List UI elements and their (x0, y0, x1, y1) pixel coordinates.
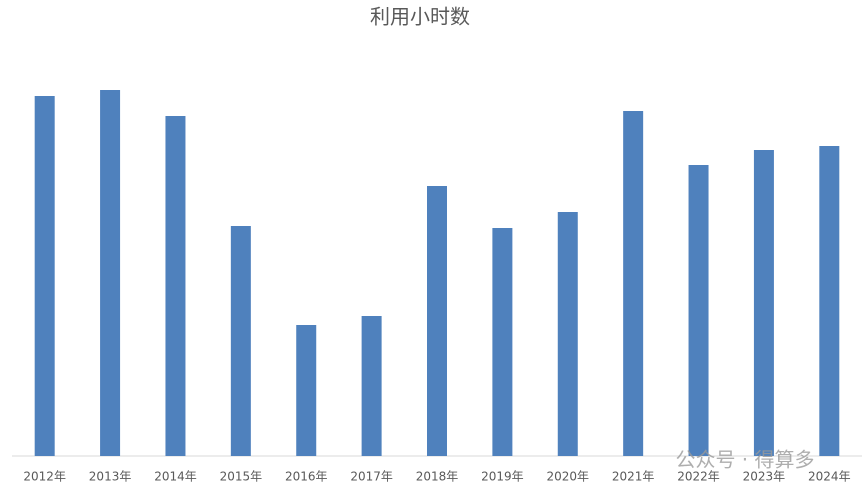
x-tick-label: 2015年 (220, 470, 263, 484)
bar (34, 96, 55, 456)
bar (165, 116, 186, 456)
bar (688, 165, 709, 456)
bar (427, 186, 447, 456)
x-tick-label: 2017年 (350, 470, 393, 484)
bar (623, 111, 644, 456)
bar (492, 228, 513, 456)
x-tick-label: 2023年 (743, 470, 786, 484)
x-tick-label: 2021年 (612, 470, 655, 484)
watermark: 公众号 · 得算多 (675, 448, 814, 472)
bar (557, 212, 578, 456)
x-tick-label: 2016年 (285, 470, 328, 484)
bar (230, 226, 251, 456)
x-tick-label: 2020年 (546, 470, 589, 484)
x-tick-label: 2012年 (23, 470, 66, 484)
x-tick-label: 2019年 (481, 470, 524, 484)
bar (100, 90, 121, 456)
chart-title: 利用小时数 (370, 5, 470, 29)
x-tick-label: 2024年 (808, 470, 851, 484)
bar (753, 150, 774, 456)
x-tick-label: 2013年 (89, 470, 132, 484)
bar (819, 146, 840, 456)
x-tick-label: 2022年 (677, 470, 720, 484)
x-tick-label: 2014年 (154, 470, 197, 484)
bar (296, 325, 317, 456)
x-tick-label: 2018年 (416, 470, 459, 484)
bar (361, 316, 382, 456)
